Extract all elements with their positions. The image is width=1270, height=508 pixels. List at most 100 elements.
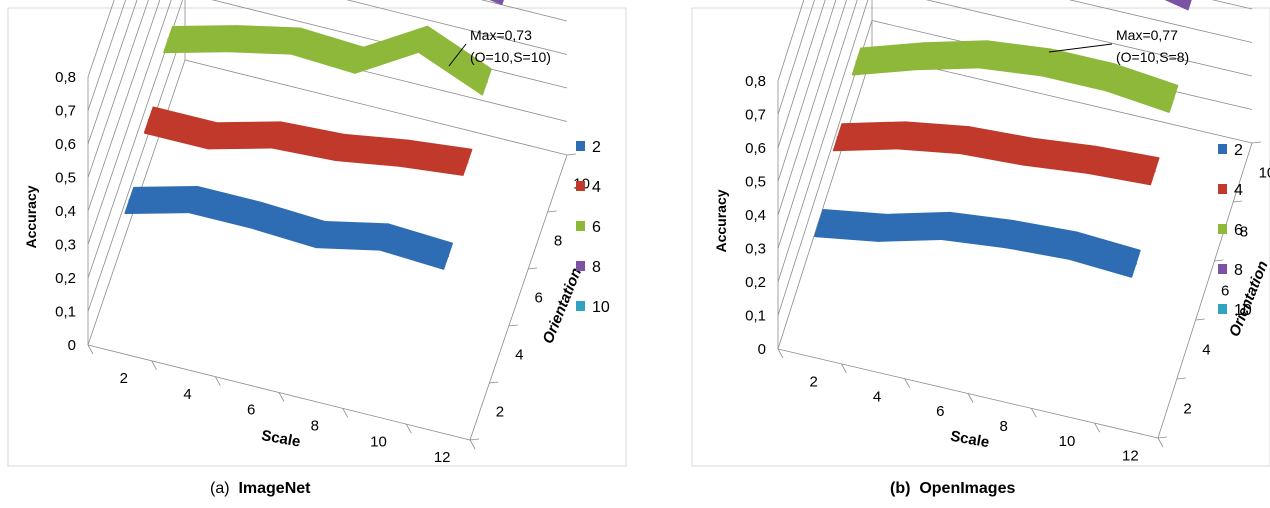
legend-swatch [576, 221, 585, 231]
x-tick-mark [1030, 408, 1037, 418]
caption-letter: (a) [210, 480, 230, 497]
x-tick-label: 8 [999, 418, 1007, 435]
ribbon-segment [188, 185, 262, 229]
x-axis-title: Scale [260, 427, 302, 451]
data-point [446, 254, 450, 258]
max-annotation: Max=0,77 (O=10,S=8) [1048, 27, 1189, 65]
data-point [1007, 232, 1011, 236]
y-tick-label: 0,1 [745, 308, 766, 325]
series-4 [832, 121, 1160, 186]
gridline [777, 0, 815, 115]
z-tick-label: 8 [1240, 224, 1248, 241]
legend-swatch [1218, 184, 1227, 194]
z-tick-mark [1233, 200, 1243, 203]
chart-panel-imagenet: 0 0,1 0,2 0,3 0,4 0,5 0,6 0,7 0,8 2 4 6 8 10 12 2 4 6 8 10 A… [0, 0, 630, 508]
series-2 [814, 209, 1141, 278]
series-2 [124, 185, 453, 270]
y-tick-labels: 0 0,1 0,2 0,3 0,4 0,5 0,6 0,7 0,8 [745, 73, 766, 358]
data-point [836, 136, 840, 139]
legend-label: 6 [592, 219, 601, 236]
annotation-leader [1048, 43, 1113, 53]
series-8 [1164, 0, 1192, 11]
legend-swatch [1218, 144, 1227, 154]
x-tick-mark [469, 439, 476, 450]
x-tick-labels: 2 4 6 8 10 12 [809, 373, 1138, 464]
z-tick-mark [469, 438, 480, 441]
ribbon-segment [978, 40, 1052, 77]
z-tick-label: 4 [1202, 342, 1210, 359]
x-tick-label: 2 [809, 373, 817, 390]
data-point [918, 55, 922, 58]
data-point [421, 38, 425, 41]
annotation-line1: Max=0,77 [1116, 27, 1178, 43]
ribbon-segment [940, 211, 1015, 249]
data-point [944, 224, 947, 228]
legend-label: 10 [592, 299, 610, 316]
data-point [383, 235, 386, 239]
x-tick-mark [278, 392, 285, 402]
annotation-line2: (O=10,S=8) [1116, 49, 1189, 65]
z-tick-label: 6 [1221, 283, 1229, 300]
data-point [255, 214, 259, 217]
chart-imagenet: 0 0,1 0,2 0,3 0,4 0,5 0,6 0,7 0,8 2 4 6 8 10 12 2 4 6 8 10 A… [7, 0, 627, 467]
z-tick-mark [547, 210, 557, 213]
y-tick-label: 0,3 [55, 237, 76, 254]
legend-label: 6 [1234, 222, 1243, 239]
x-tick-labels: 2 4 6 8 10 12 [120, 370, 451, 466]
x-tick-mark [777, 348, 784, 359]
x-tick-mark [1094, 422, 1101, 433]
z-tick-mark [508, 324, 518, 327]
z-tick-mark [1157, 436, 1168, 439]
z-tick-mark [1195, 318, 1205, 321]
legend-swatch [576, 141, 585, 151]
ribbon-segment [207, 121, 282, 150]
x-tick-mark [151, 360, 158, 371]
data-point [1108, 76, 1112, 79]
data-point [466, 161, 469, 164]
z-tick-mark [1214, 259, 1224, 262]
y-tick-label: 0,6 [55, 136, 76, 153]
caption-openimages: (b) OpenImages [890, 480, 1015, 498]
y-tick-label: 0,5 [55, 170, 76, 187]
ribbon-segment [315, 220, 390, 251]
y-axis-title: Accuracy [713, 189, 729, 252]
data-point [211, 134, 214, 138]
gridline [87, 26, 568, 312]
y-tick-label: 0 [758, 341, 766, 358]
data-point [982, 53, 985, 56]
ribbon-segment [1086, 145, 1160, 186]
y-tick-label: 0,7 [745, 107, 766, 124]
gridline [87, 0, 127, 111]
ribbon-segment [959, 126, 1033, 166]
data-point [402, 152, 405, 155]
series-ribbons [814, 0, 1192, 278]
chart-openimages: 00,10,20,30,40,50,60,70,824681012246810A… [691, 0, 1270, 467]
data-point [963, 138, 966, 142]
data-point [1026, 150, 1030, 153]
data-point [900, 134, 903, 137]
ribbon-segment [1164, 0, 1192, 11]
data-point [1045, 61, 1048, 64]
gridline [777, 0, 1253, 216]
ribbon-segment [417, 25, 492, 96]
x-tick-mark [342, 408, 349, 418]
ribbon-segment [877, 211, 951, 242]
x-axis-title: Scale [949, 428, 991, 452]
data-point [1172, 97, 1175, 101]
gridline [777, 0, 1253, 283]
series-6 [163, 25, 492, 96]
data-point [1071, 244, 1074, 247]
data-point [294, 39, 297, 43]
data-point [358, 59, 361, 62]
series-8 [489, 0, 504, 5]
z-tick-mark [489, 381, 499, 384]
gridline [777, 0, 826, 149]
ribbon-segment [271, 121, 346, 161]
ribbon-segment [1041, 48, 1115, 92]
z-tick-mark [1251, 141, 1262, 144]
x-tick-label: 2 [120, 370, 128, 387]
ribbon-segment [354, 25, 429, 74]
caption-letter: (b) [890, 480, 911, 497]
